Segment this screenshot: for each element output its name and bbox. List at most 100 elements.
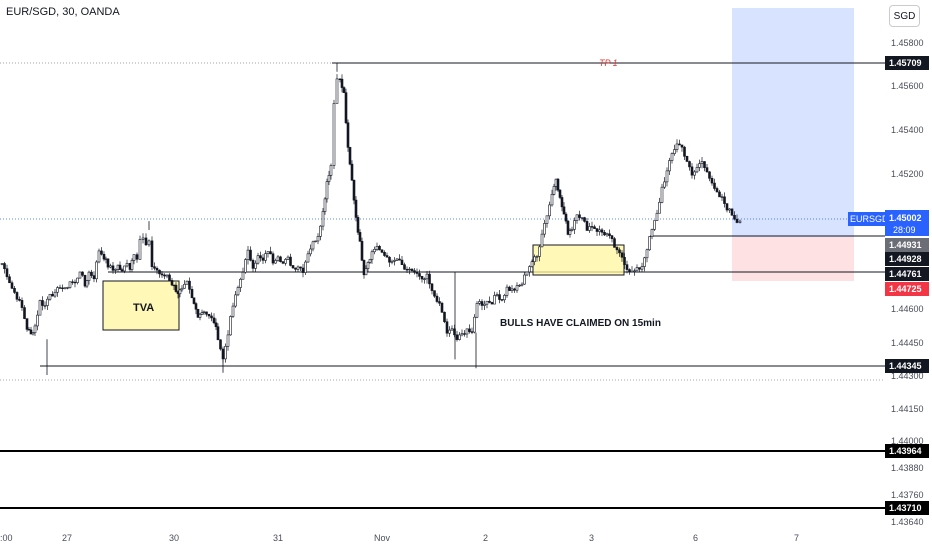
candle-body <box>373 249 376 253</box>
candle-body <box>538 246 541 257</box>
candle-body <box>92 275 96 280</box>
candle-body <box>251 260 255 269</box>
candle-body <box>573 220 576 230</box>
candle-body <box>323 198 327 212</box>
time-axis[interactable]: :00 27 30 31 Nov 2 3 6 7 <box>0 533 799 543</box>
candle-body <box>33 325 37 334</box>
candle-body <box>327 175 331 182</box>
candle-body <box>503 295 506 301</box>
candle-body <box>279 256 282 262</box>
candle-body <box>678 143 681 146</box>
candle-body <box>329 165 333 176</box>
candle-body <box>455 334 459 340</box>
time-tick: :00 <box>0 533 13 543</box>
candle-body <box>8 276 11 284</box>
price-tick: 1.43640 <box>891 517 924 527</box>
candle-body <box>144 237 148 246</box>
candle-body <box>640 266 644 270</box>
badge-bg <box>885 359 929 373</box>
candle-body <box>620 252 624 258</box>
candle-body <box>147 240 151 246</box>
candle-body <box>15 292 19 300</box>
candle-body <box>219 339 222 350</box>
badge-label: 1.44928 <box>889 254 922 264</box>
candle-body <box>38 300 42 316</box>
candle-body <box>350 163 354 181</box>
candle-body <box>715 188 719 193</box>
candle-body <box>155 267 159 271</box>
candle-body <box>410 268 414 271</box>
candle-body <box>306 253 310 263</box>
candle-body <box>635 267 639 272</box>
time-tick: 30 <box>169 533 179 543</box>
symbol-title[interactable]: EUR/SGD, 30, OANDA <box>6 6 120 18</box>
candle-body <box>183 283 186 289</box>
badge-bg <box>885 56 929 70</box>
badge-bg <box>885 210 929 236</box>
candle-body <box>43 305 47 307</box>
price-badge-level: 1.44761 <box>885 267 929 281</box>
candle-body <box>603 232 606 236</box>
candle-body <box>698 163 701 168</box>
tp-label: TP 1 <box>599 58 618 68</box>
time-tick: 27 <box>62 533 72 543</box>
candles-layer <box>0 62 742 375</box>
candle-body <box>658 201 661 214</box>
candle-body <box>58 287 62 289</box>
badge-bg <box>885 282 929 296</box>
candle-body <box>168 274 171 281</box>
candle-body <box>633 270 636 272</box>
symbol-badge-bg <box>848 212 885 226</box>
candle-body <box>480 301 484 306</box>
candle-body <box>520 283 524 286</box>
candle-body <box>180 287 184 291</box>
candle-body <box>41 300 44 306</box>
demand-box[interactable] <box>532 244 625 276</box>
candle-body <box>106 258 110 268</box>
loss-zone[interactable] <box>732 237 854 281</box>
candle-body <box>693 171 696 176</box>
candle-body <box>680 144 684 148</box>
candle-body <box>73 281 77 284</box>
candle-body <box>395 258 399 261</box>
candle-body <box>68 281 72 288</box>
candle-body <box>109 265 112 268</box>
candle-body <box>605 233 609 236</box>
badge-label: 1.44931 <box>889 240 922 250</box>
candle-body <box>478 301 481 304</box>
candle-body <box>688 161 691 168</box>
badge-label: 1.44761 <box>889 269 922 279</box>
candle-body <box>226 334 230 347</box>
candle-body <box>588 226 591 231</box>
candle-body <box>728 208 731 211</box>
candle-body <box>518 284 521 287</box>
candle-body <box>214 322 218 328</box>
candle-body <box>600 229 604 233</box>
currency-button[interactable]: SGD <box>889 5 920 27</box>
candle-body <box>590 226 594 228</box>
candle-body <box>51 293 54 297</box>
candle-body <box>645 249 649 259</box>
candle-body <box>390 260 394 263</box>
price-badge-level: 1.43964 <box>885 444 929 458</box>
candle-body <box>388 256 391 263</box>
candle-body <box>515 285 519 291</box>
candle-body <box>370 251 374 260</box>
candle-body <box>543 223 546 235</box>
candle-body <box>281 261 285 264</box>
candle-body <box>703 161 706 168</box>
candle-body <box>668 160 671 172</box>
candle-body <box>246 249 250 260</box>
candle-body <box>188 280 191 290</box>
price-tick: 1.44150 <box>891 404 924 414</box>
candle-body <box>61 287 64 289</box>
price-axis[interactable]: 1.45800 1.45600 1.45400 1.45200 1.44600 … <box>891 38 924 527</box>
candle-body <box>583 217 586 222</box>
candle-body <box>710 178 714 184</box>
tva-box[interactable] <box>102 280 180 331</box>
candle-body <box>344 92 348 124</box>
profit-zone[interactable] <box>732 8 854 237</box>
bulls-note: BULLS HAVE CLAIMED ON 15min <box>500 318 661 329</box>
price-badge-last: EURSGD 1.45002 28:09 <box>848 210 929 236</box>
